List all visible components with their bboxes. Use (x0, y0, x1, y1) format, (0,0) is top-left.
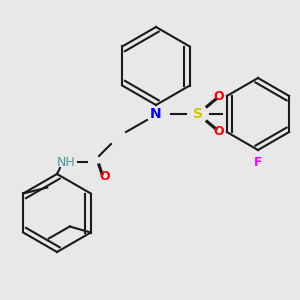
Text: NH: NH (57, 155, 75, 169)
Text: O: O (214, 89, 224, 103)
Text: O: O (100, 170, 110, 184)
Text: N: N (150, 107, 162, 121)
Text: S: S (193, 107, 203, 121)
Text: O: O (214, 125, 224, 139)
Text: F: F (254, 155, 262, 169)
